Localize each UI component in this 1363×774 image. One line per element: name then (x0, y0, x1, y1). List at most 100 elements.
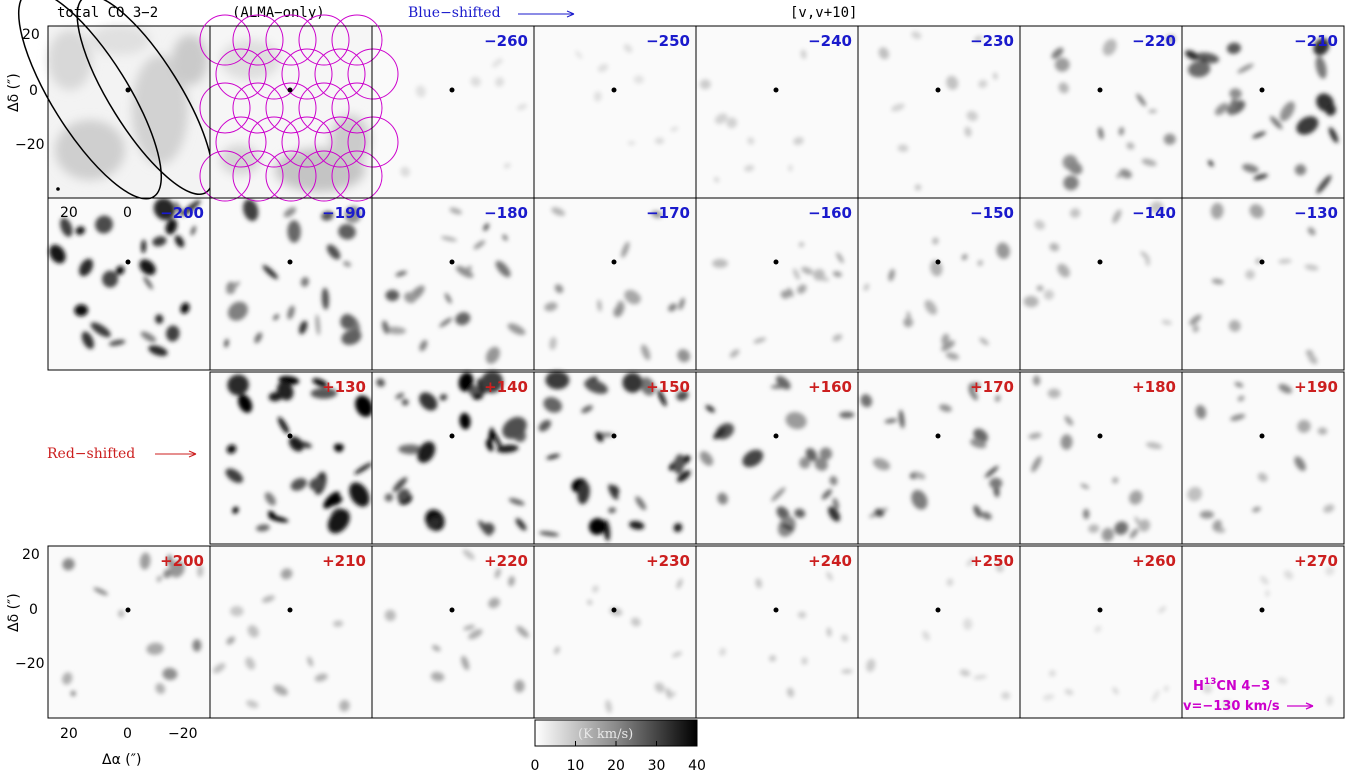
colorbar: (K km/s) 0 10 20 30 40 (531, 719, 706, 774)
emission-map (376, 370, 527, 537)
channel-panel: +150 (533, 370, 697, 545)
panel-background (1020, 546, 1182, 718)
emission-map (1023, 201, 1172, 325)
velocity-label: −180 (484, 204, 528, 222)
center-dot (935, 607, 941, 613)
x-tick-label: 0 (123, 205, 132, 221)
total-co-label: total CO 3−2 (57, 5, 158, 21)
panel-background (858, 546, 1020, 718)
center-dot (773, 433, 779, 439)
colorbar-tick-label: 30 (648, 758, 666, 774)
velocity-label: +160 (808, 378, 852, 396)
channel-panel: −230 (857, 25, 1021, 199)
y-axis-label: Δδ (″) (6, 73, 22, 112)
center-dot (287, 607, 293, 613)
channel-panel: −180 (371, 197, 535, 371)
panel-alma-only (199, 14, 399, 202)
panel-background (696, 26, 858, 198)
velocity-label: −250 (646, 32, 690, 50)
x-tick-label: 20 (60, 726, 78, 742)
channel-panel: +220 (371, 545, 535, 719)
emission-map (213, 568, 350, 712)
velocity-label: −240 (808, 32, 852, 50)
velocity-label: +260 (1132, 552, 1176, 570)
center-dot (449, 259, 455, 265)
x-axis-bottom: 20 0 −20 Δα (″) (60, 726, 198, 768)
colorbar-tick-label: 40 (688, 758, 706, 774)
channel-panel: +160 (695, 371, 859, 545)
velocity-label: −140 (1132, 204, 1176, 222)
channel-panel: −140 (1019, 197, 1183, 371)
h13cn-line-label: H13CN 4−3 (1193, 677, 1270, 694)
velocity-label: −170 (646, 204, 690, 222)
emission-map (49, 198, 201, 357)
center-dot (449, 87, 455, 93)
panel-background (1182, 198, 1344, 370)
panel-background (48, 198, 210, 370)
panel-background (372, 26, 534, 198)
y-tick-label: −20 (15, 137, 45, 153)
center-dot (611, 607, 617, 613)
channel-panel: −160 (695, 197, 859, 371)
velocity-label: −210 (1294, 32, 1338, 50)
velocity-label: +190 (1294, 378, 1338, 396)
center-dot (1259, 433, 1265, 439)
panel-background (1020, 198, 1182, 370)
x-axis-top: 20 0 (60, 205, 132, 221)
panel-background (858, 372, 1020, 544)
center-dot (773, 259, 779, 265)
colorbar-label: (K km/s) (578, 727, 633, 742)
x-tick-label: −20 (168, 726, 198, 742)
panel-background (372, 546, 534, 718)
center-dot (287, 433, 293, 439)
channel-panel: −240 (695, 25, 859, 199)
panel-alma-border (209, 25, 373, 199)
center-dot (773, 607, 779, 613)
velocity-label: −220 (1132, 32, 1176, 50)
emission-map (1028, 375, 1163, 542)
velocity-label: +200 (160, 552, 204, 570)
emission-map (544, 207, 691, 363)
panel-background (858, 198, 1020, 370)
panel-background (372, 372, 534, 544)
panel-border (1181, 371, 1345, 545)
velocity-label: −130 (1294, 204, 1338, 222)
channel-panel: +270 (1181, 545, 1345, 719)
velocity-label: +150 (646, 378, 690, 396)
channel-panel: +190 (1181, 371, 1345, 545)
velocity-label: −160 (808, 204, 852, 222)
x-tick-label: 20 (60, 205, 78, 221)
panel-background (696, 546, 858, 718)
y-tick-label: 20 (22, 27, 40, 43)
y-axis-label: Δδ (″) (6, 593, 22, 632)
velocity-label: +220 (484, 552, 528, 570)
annotation-arrow-icon (1287, 702, 1314, 710)
emission-map (860, 382, 1003, 520)
emission-map (699, 375, 855, 537)
panel-background (1020, 372, 1182, 544)
emission-map (538, 370, 691, 542)
velocity-label: +240 (808, 552, 852, 570)
y-tick-label: 0 (29, 83, 38, 99)
center-dot (935, 433, 941, 439)
center-dot (449, 433, 455, 439)
emission-map (1051, 34, 1176, 191)
h13cn-annotation: H13CN 4−3 v=−130 km/s (1183, 677, 1314, 714)
center-dot (449, 607, 455, 613)
channel-panel: +210 (209, 545, 373, 719)
emission-map (384, 549, 529, 693)
channel-panel: +200 (47, 545, 211, 719)
panel-background (1020, 26, 1182, 198)
colorbar-tick-label: 20 (607, 758, 625, 774)
emission-map (712, 242, 844, 358)
center-dot (1097, 87, 1103, 93)
center-dot (287, 259, 293, 265)
channel-panel: −200 (47, 197, 211, 371)
panel-background (534, 26, 696, 198)
blue-shifted-arrow-icon (518, 10, 575, 18)
panel-background (696, 198, 858, 370)
channel-panel: +130 (209, 371, 373, 545)
channel-panel: +170 (857, 371, 1021, 545)
panel-border (1181, 545, 1345, 719)
velocity-label: −190 (322, 204, 366, 222)
